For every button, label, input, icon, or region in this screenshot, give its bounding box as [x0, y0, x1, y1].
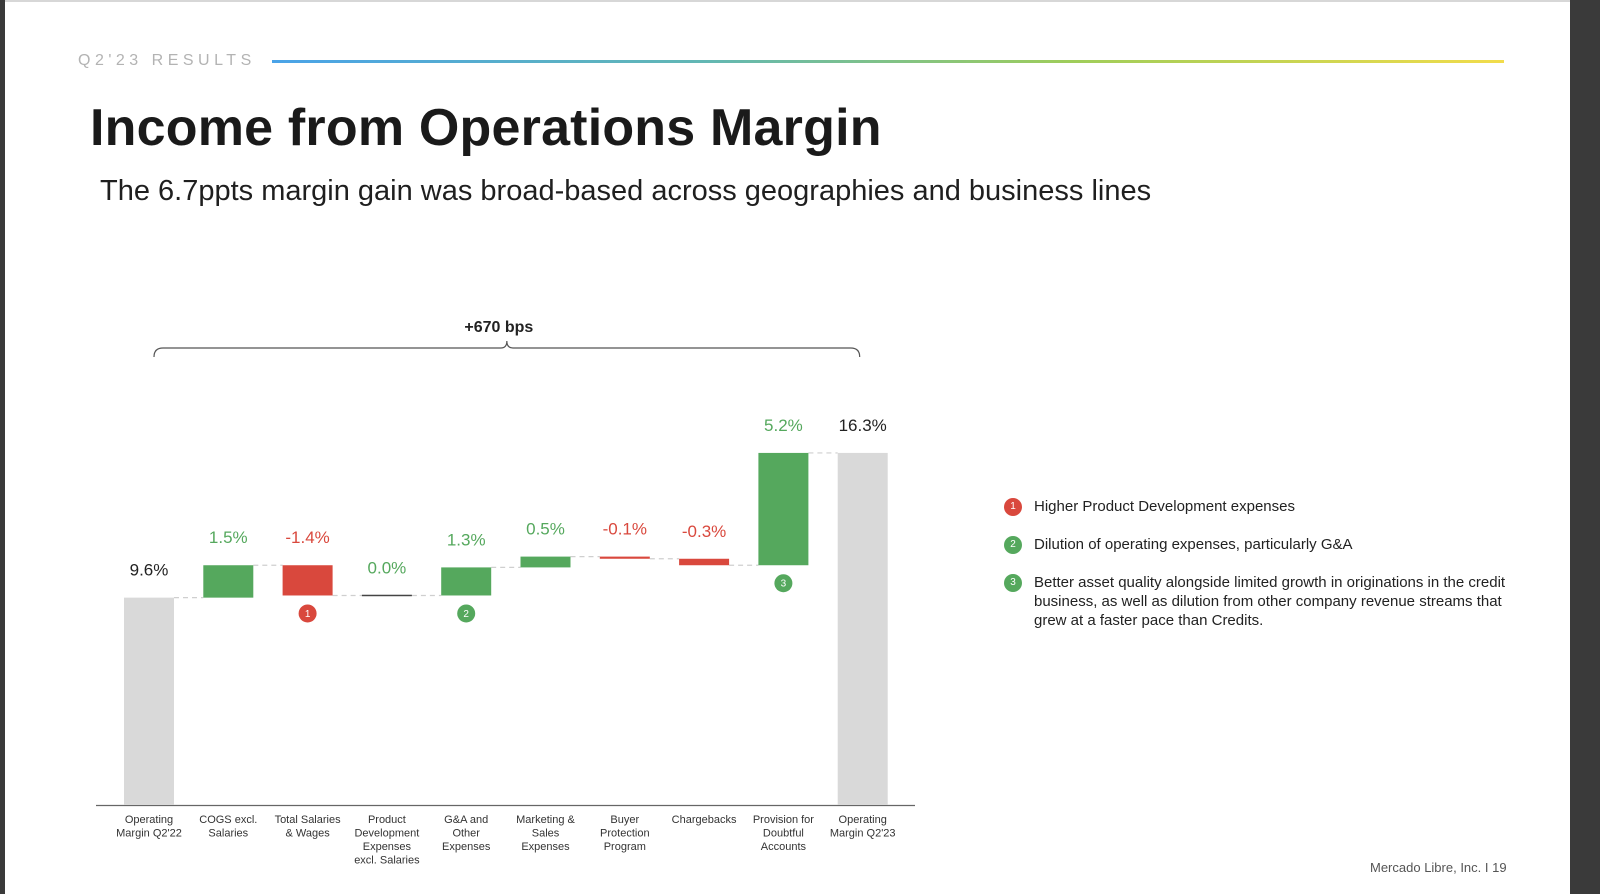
footer: Mercado Libre, Inc. I 19: [1370, 860, 1507, 875]
category-label: Buyer Protection Program: [600, 814, 650, 853]
category-label: Operating Margin Q2'23: [830, 814, 896, 840]
value-label: 1.5%: [209, 528, 248, 547]
waterfall-bar: [599, 556, 650, 559]
legend-text-3: Better asset quality alongside limited g…: [1034, 574, 1506, 629]
legend: 1 Higher Product Development expenses 2 …: [1004, 497, 1524, 649]
legend-marker-3: 3: [1004, 574, 1022, 592]
category-label: G&A and Other Expenses: [442, 814, 491, 853]
category-label: Product Development Expenses excl. Salaries: [354, 814, 420, 867]
category-label: Provision for Doubtful Accounts: [753, 814, 814, 853]
bracket-label: +670 bps: [464, 319, 533, 336]
bar-marker-label: 1: [305, 609, 311, 620]
page-subtitle: The 6.7ppts margin gain was broad-based …: [100, 175, 1152, 207]
legend-item-3: 3 Better asset quality alongside limited…: [1004, 573, 1524, 630]
value-label: 16.3%: [839, 416, 887, 435]
bar-marker-label: 3: [781, 579, 787, 590]
right-window-edge: [1570, 0, 1600, 894]
value-label: -0.3%: [682, 522, 726, 541]
value-label: 0.0%: [368, 558, 407, 577]
waterfall-bar: [203, 565, 254, 598]
waterfall-bar: [758, 452, 809, 566]
value-label: 9.6%: [130, 561, 169, 580]
top-border: [0, 0, 1600, 2]
waterfall-bar: [520, 556, 571, 568]
bar-marker: [774, 574, 793, 593]
bar-marker-label: 2: [463, 609, 469, 620]
waterfall-bar: [361, 594, 412, 597]
legend-marker-2: 2: [1004, 536, 1022, 554]
category-label: Operating Margin Q2'22: [116, 814, 182, 840]
section-label: Q2'23 RESULTS: [78, 52, 256, 69]
category-label: Total Salaries & Wages: [275, 814, 342, 840]
legend-item-2: 2 Dilution of operating expenses, partic…: [1004, 535, 1524, 554]
waterfall-bar: [124, 597, 174, 805]
left-window-edge: [0, 0, 5, 894]
category-label: Marketing & Sales Expenses: [516, 814, 575, 853]
waterfall-bar: [282, 565, 333, 596]
bar-marker: [298, 604, 317, 623]
legend-marker-1: 1: [1004, 498, 1022, 516]
value-label: -1.4%: [285, 528, 329, 547]
total-change-bracket: [153, 340, 861, 358]
waterfall-bar: [441, 567, 492, 596]
value-label: 1.3%: [447, 530, 486, 549]
legend-text-1: Higher Product Development expenses: [1034, 498, 1295, 515]
category-label: COGS excl. Salaries: [199, 814, 257, 840]
value-label: 0.5%: [526, 520, 565, 539]
value-label: -0.1%: [603, 520, 647, 539]
legend-item-1: 1 Higher Product Development expenses: [1004, 497, 1524, 516]
legend-text-2: Dilution of operating expenses, particul…: [1034, 536, 1353, 553]
section-rule: [272, 60, 1504, 63]
page-title: Income from Operations Margin: [90, 99, 882, 157]
value-label: 5.2%: [764, 416, 803, 435]
waterfall-bar: [679, 558, 730, 566]
bar-marker: [457, 604, 476, 623]
category-label: Chargebacks: [672, 814, 737, 826]
waterfall-bar: [837, 452, 888, 805]
